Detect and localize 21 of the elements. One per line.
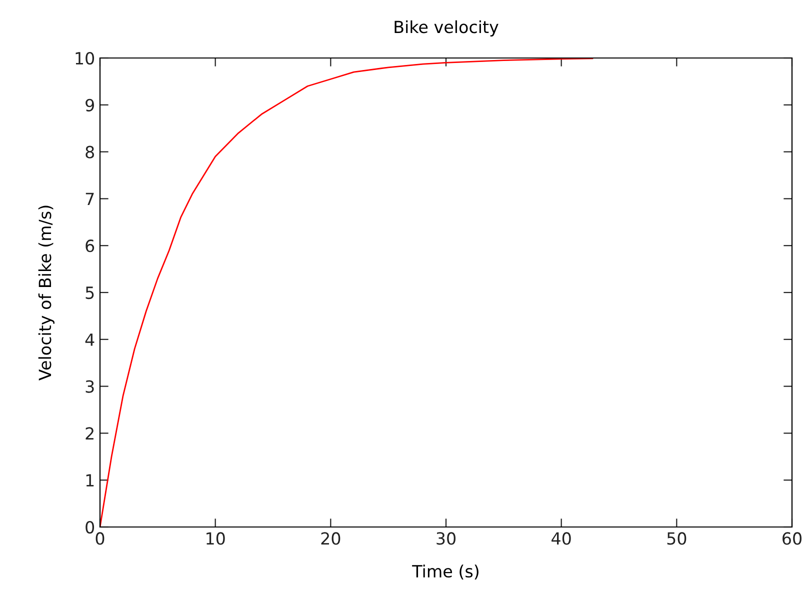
x-tick-label: 30	[436, 532, 456, 545]
x-tick-label: 0	[96, 532, 104, 545]
y-tick-label: 9	[86, 98, 94, 112]
y-tick-label: 4	[85, 334, 94, 346]
y-tick-label: 3	[86, 380, 94, 393]
y-tick-label: 1	[86, 474, 94, 486]
y-tick-label: 6	[86, 240, 94, 252]
y-tick-label: 0	[86, 520, 94, 534]
y-tick-label: 8	[86, 146, 94, 158]
y-axis-title: Velocity of Bike (m/s)	[38, 206, 54, 380]
y-tick-label: 7	[86, 192, 94, 206]
y-tick-label: 2	[86, 427, 94, 440]
x-tick-label: 10	[206, 532, 225, 545]
x-tick-label: 20	[321, 532, 340, 545]
y-tick-label: 10	[76, 52, 94, 65]
x-tick-label: 50	[667, 532, 686, 545]
x-axis-title: Time (s)	[412, 564, 478, 580]
x-tick-label: 60	[782, 532, 802, 545]
x-tick-label: 40	[552, 532, 571, 545]
y-tick-label: 5	[86, 286, 94, 300]
chart-title: Bike velocity	[394, 20, 498, 36]
